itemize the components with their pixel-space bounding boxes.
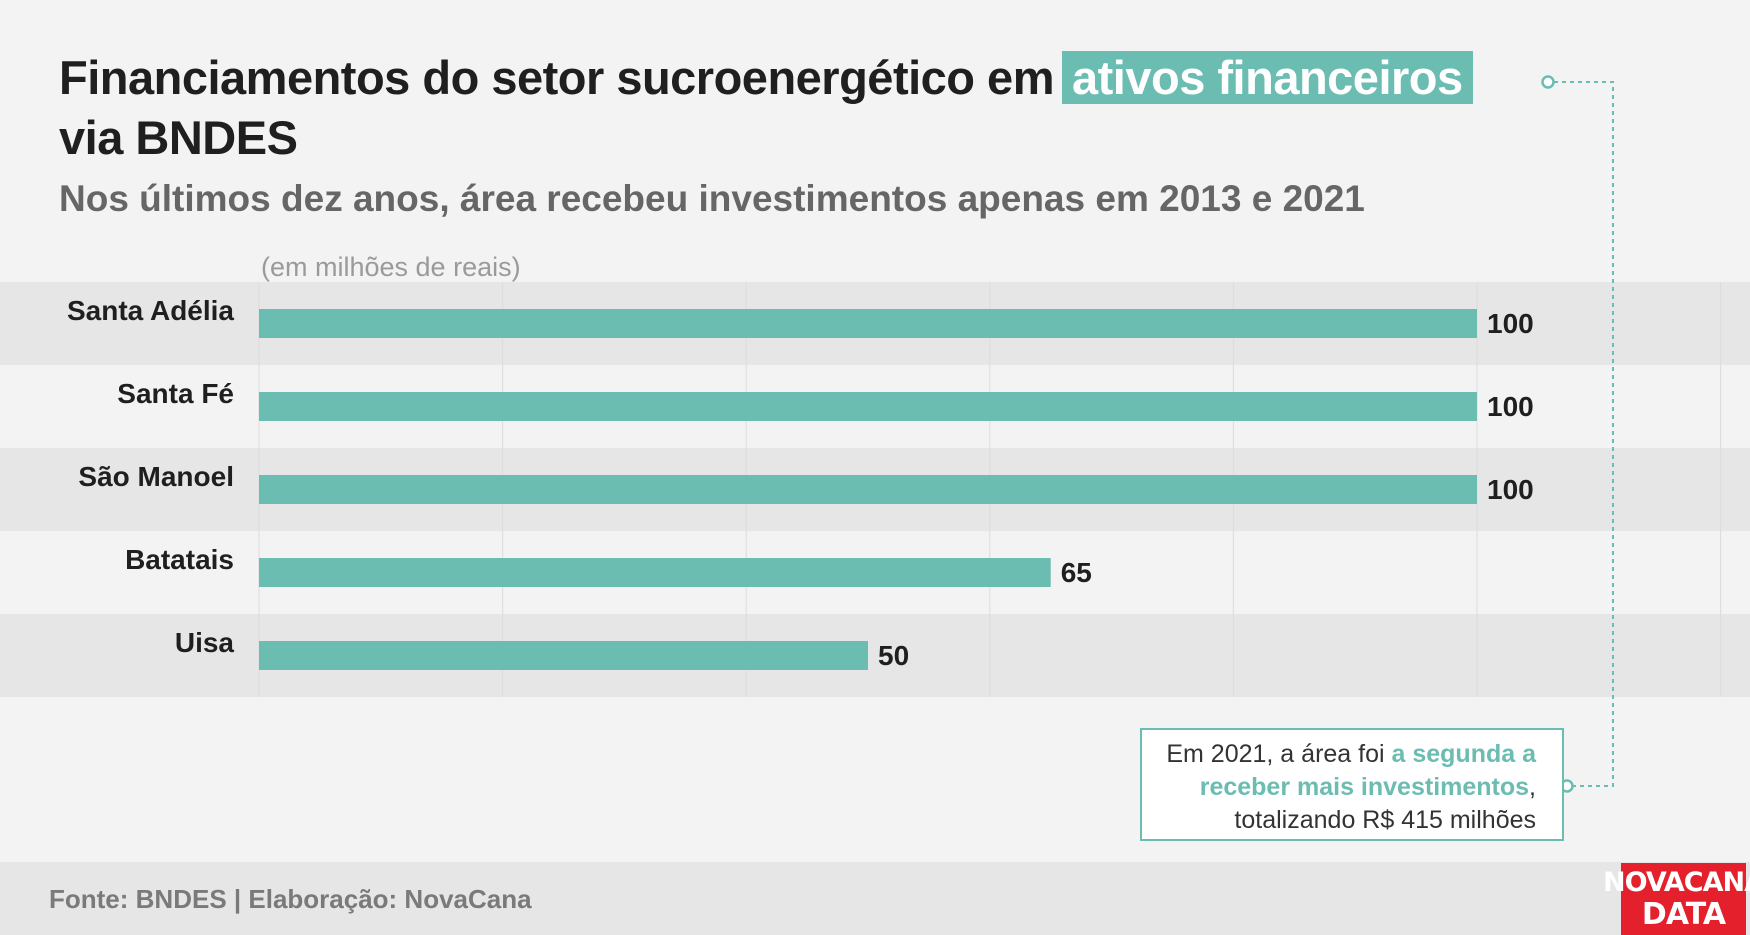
unit-label: (em milhões de reais) — [261, 252, 521, 282]
connector-line — [1554, 81, 1614, 787]
annotation-emphasis: a segunda a receber mais investimentos — [1199, 740, 1536, 801]
category-label: Batatais — [125, 544, 234, 575]
annotation-text-after: , totalizando R$ 415 milhões — [1234, 773, 1536, 834]
bar — [259, 392, 1477, 421]
bar — [259, 558, 1051, 587]
title-part1: Financiamentos do setor sucroenergético … — [59, 51, 1055, 104]
value-label: 100 — [1487, 391, 1534, 422]
connector-start-dot — [1541, 75, 1555, 89]
chart-title: Financiamentos do setor sucroenergético … — [59, 48, 1559, 168]
category-label: São Manoel — [78, 461, 234, 492]
value-label: 50 — [878, 640, 909, 671]
annotation-connector — [1541, 75, 1614, 793]
title-highlight: ativos financeiros — [1062, 51, 1473, 104]
category-label: Santa Fé — [117, 378, 234, 409]
bar — [259, 641, 868, 670]
chart-subtitle: Nos últimos dez anos, área recebeu inves… — [59, 178, 1365, 219]
bar — [259, 309, 1477, 338]
value-label: 100 — [1487, 474, 1534, 505]
annotation-box: Em 2021, a área foi a segunda a receber … — [1140, 728, 1564, 841]
bar-chart: Santa Adélia 100 Santa Fé 100 São Manoel 100 B… — [0, 282, 1750, 697]
logo-line1: NOVACANA — [1603, 867, 1750, 898]
bar — [259, 475, 1477, 504]
title-part2: via BNDES — [59, 111, 298, 164]
novacana-data-logo: NOVACANA DATA — [1603, 863, 1750, 935]
annotation-text-before: Em 2021, a área foi — [1166, 740, 1392, 768]
footer: Fonte: BNDES | Elaboração: NovaCana — [0, 862, 1750, 935]
source-text: Fonte: BNDES | Elaboração: NovaCana — [49, 884, 532, 914]
value-label: 100 — [1487, 308, 1534, 339]
value-label: 65 — [1061, 557, 1092, 588]
logo-line2: DATA — [1641, 897, 1726, 932]
category-label: Uisa — [175, 627, 235, 658]
category-label: Santa Adélia — [67, 295, 234, 326]
